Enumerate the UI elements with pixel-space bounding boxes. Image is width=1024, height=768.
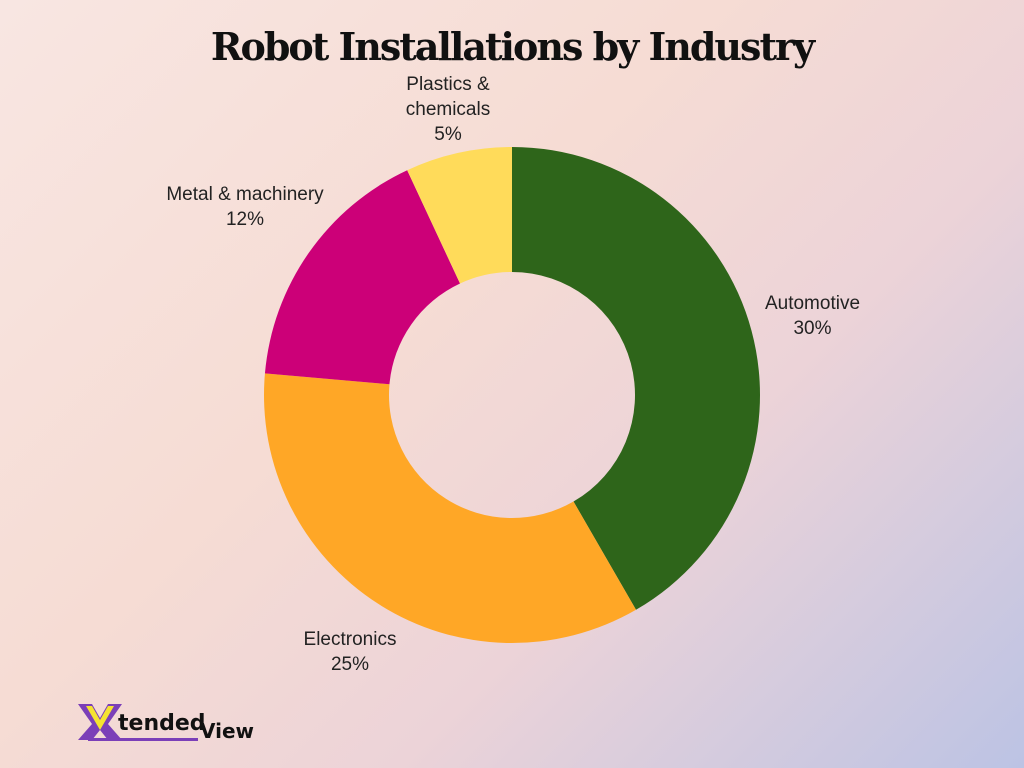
- label-plastics: Plastics & chemicals 5%: [378, 72, 518, 147]
- chart-title: Robot Installations by Industry: [210, 24, 815, 69]
- svg-text:View: View: [200, 719, 254, 743]
- slice-plastics-chemicals: [407, 147, 512, 284]
- label-value: 25%: [330, 654, 370, 675]
- xtendedview-logo: tended View: [78, 704, 254, 743]
- slice-automotive: [512, 147, 760, 610]
- label-value: 12%: [225, 209, 265, 230]
- svg-text:tended: tended: [118, 711, 206, 736]
- label-automotive: Automotive 30%: [740, 291, 885, 341]
- slice-metal-machinery: [264, 170, 461, 385]
- label-name: Plastics & chemicals: [405, 74, 491, 120]
- label-name: Metal & machinery: [166, 184, 324, 205]
- label-name: Electronics: [303, 629, 397, 650]
- label-name: Automotive: [764, 293, 861, 314]
- slice-electronics: [264, 373, 636, 643]
- label-value: 30%: [793, 318, 832, 339]
- label-electronics: Electronics 25%: [270, 627, 430, 677]
- label-value: 5%: [434, 124, 462, 145]
- label-metal: Metal & machinery 12%: [140, 182, 350, 232]
